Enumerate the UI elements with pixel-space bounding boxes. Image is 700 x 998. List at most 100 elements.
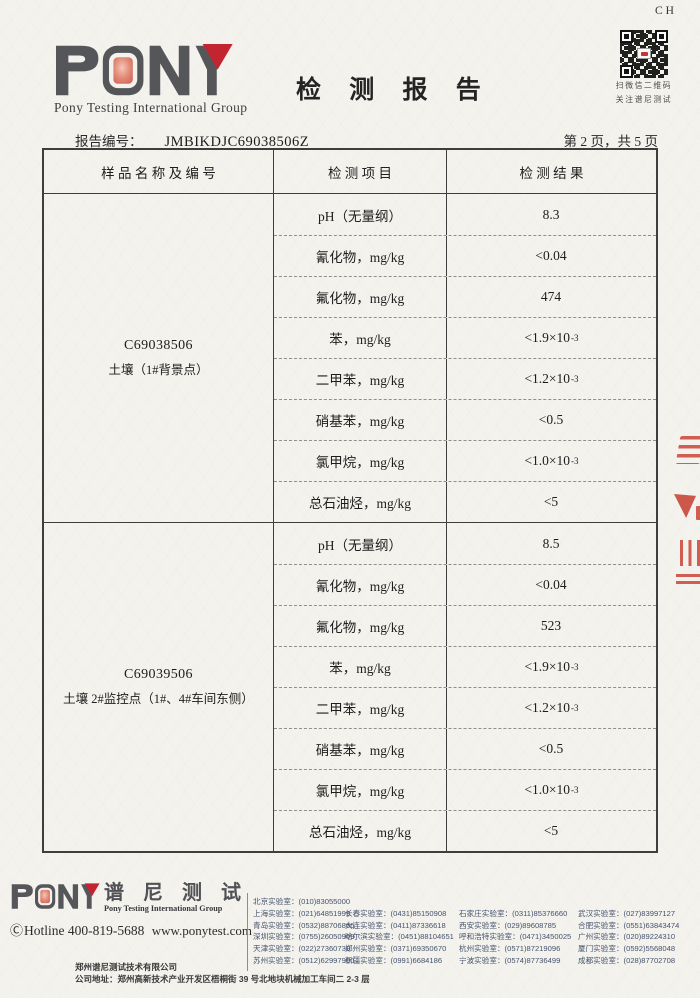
results-table: 样 品 名 称 及 编 号 检 测 项 目 检 测 结 果 C69038506 … [42, 148, 658, 853]
test-item-label: 苯，mg/kg [329, 332, 391, 347]
test-result-value: <1.9×10 [524, 330, 571, 345]
sample-name: 土壤（1#背景点） [108, 363, 209, 377]
test-item-label: 硝基苯，mg/kg [315, 743, 405, 758]
lab-contact: 宁波实验室：(0574)87736499 [459, 955, 561, 965]
lab-contact: 上海实验室：(021)64851999 [253, 908, 351, 918]
test-item-label: 苯，mg/kg [329, 661, 391, 676]
qr-caption: 关注谱尼测试 [615, 94, 673, 104]
test-item-label: 氟化物，mg/kg [315, 291, 405, 306]
lab-contact: 西安实验室：(029)89608785 [459, 920, 557, 930]
table-row: 氟化物，mg/kg 474 [274, 276, 656, 317]
test-result-value: <1.9×10 [524, 659, 571, 674]
page-indicator: 第 2 页，共 5 页 [563, 134, 659, 149]
qr-finder-icon [620, 65, 633, 78]
lab-contact: 武汉实验室：(027)83997127 [578, 908, 676, 918]
test-item: 二甲苯，mg/kg [274, 359, 447, 399]
lang-tag: CH [655, 5, 677, 17]
test-item-label: 氯甲烷，mg/kg [315, 784, 405, 799]
test-result: <0.04 [447, 565, 656, 605]
test-result-exponent: -3 [571, 662, 579, 672]
section-rows: pH（无量纲） 8.3 氰化物，mg/kg <0.04 氟化物，mg/kg 474 苯，mg… [274, 194, 656, 522]
lab-contact: 长春实验室：(0431)85150908 [345, 908, 447, 918]
stamp-mark [675, 436, 700, 464]
test-result-value: <0.04 [535, 248, 567, 263]
qr-caption: 扫微信二维码 [615, 81, 673, 90]
test-result: 8.5 [447, 523, 656, 564]
test-result-value: <1.2×10 [524, 700, 571, 715]
test-item: 氰化物，mg/kg [274, 565, 447, 605]
table-row: 总石油烃，mg/kg <5 [274, 481, 656, 522]
pony-logo-icon [10, 882, 100, 911]
test-result-value: 474 [540, 289, 562, 304]
table-header-row: 样 品 名 称 及 编 号 检 测 项 目 检 测 结 果 [44, 150, 656, 194]
lab-contact [345, 896, 459, 908]
test-result: <1.2×10 -3 [447, 688, 656, 728]
red-stamp-fragment [670, 436, 700, 588]
page-title: 检 测 报 告 [296, 77, 492, 104]
test-item: 氟化物，mg/kg [274, 606, 447, 646]
test-result-value: 523 [540, 618, 562, 633]
website-url: www.ponytest.com [151, 923, 252, 938]
table-row: 总石油烃，mg/kg <5 [274, 810, 656, 851]
test-result: <1.0×10 -3 [447, 441, 656, 481]
test-result-value: 8.5 [542, 535, 560, 551]
footer-divider [247, 893, 248, 971]
test-result-value: <5 [543, 494, 559, 509]
lab-contact: 郑州实验室：(0371)69350670 [345, 944, 447, 954]
test-item-label: 氰化物，mg/kg [315, 579, 405, 594]
test-result-exponent: -3 [571, 703, 579, 713]
lab-contact: 青岛实验室：(0532)88706866 [253, 920, 355, 930]
test-item: 氟化物，mg/kg [274, 277, 447, 317]
test-item-label: pH（无量纲） [318, 537, 402, 553]
test-item-label: 氟化物，mg/kg [315, 620, 405, 635]
company-info: 郑州谱尼测试技术有限公司 公司地址：郑州高新技术产业开发区梧桐街 39 号北地块… [75, 962, 370, 985]
test-item: 硝基苯，mg/kg [274, 729, 447, 769]
stamp-mark [676, 574, 700, 584]
test-result-value: <1.0×10 [524, 782, 571, 797]
table-row: pH（无量纲） 8.5 [274, 523, 656, 564]
footer-brand-tagline: Pony Testing International Group [104, 904, 223, 913]
test-result-value: <1.0×10 [524, 453, 571, 468]
company-address: 公司地址：郑州高新技术产业开发区梧桐街 39 号北地块机械加工车间二 2-3 层 [75, 973, 370, 984]
test-result-value: <5 [543, 823, 559, 838]
table-row: 二甲苯，mg/kg <1.2×10 -3 [274, 358, 656, 399]
table-row: 氯甲烷，mg/kg <1.0×10 -3 [274, 440, 656, 481]
test-result-exponent: -3 [571, 456, 579, 466]
test-item: 氰化物，mg/kg [274, 236, 447, 276]
column-header-item: 检 测 项 目 [274, 150, 447, 193]
test-result: 523 [447, 606, 656, 646]
qr-finder-icon [620, 30, 633, 43]
test-item-label: 总石油烃，mg/kg [308, 496, 411, 511]
stamp-mark [680, 540, 700, 566]
table-row: 二甲苯，mg/kg <1.2×10 -3 [274, 687, 656, 728]
qr-center-logo-icon [637, 48, 651, 59]
test-item: 总石油烃，mg/kg [274, 482, 447, 522]
test-item: pH（无量纲） [274, 523, 447, 564]
test-result-value: 8.3 [542, 206, 560, 222]
table-row: pH（无量纲） 8.3 [274, 194, 656, 235]
pony-logo-icon [52, 44, 234, 97]
qr-finder-icon [655, 30, 668, 43]
lab-contact: 深圳实验室：(0755)26050909 [253, 932, 355, 942]
test-item-label: 二甲苯，mg/kg [315, 373, 405, 388]
sample-code: C69039506 [124, 667, 193, 682]
test-result: <5 [447, 482, 656, 522]
test-result: <0.5 [447, 400, 656, 440]
test-result-exponent: -3 [571, 333, 579, 343]
table-row: 氟化物，mg/kg 523 [274, 605, 656, 646]
section-rows: pH（无量纲） 8.5 氰化物，mg/kg <0.04 氟化物，mg/kg 523 苯，mg… [274, 523, 656, 851]
lab-contact: 合肥实验室：(0551)63843474 [578, 920, 680, 930]
table-row: 硝基苯，mg/kg <0.5 [274, 728, 656, 769]
lab-contact [459, 896, 578, 908]
lab-contact: 大连实验室：(0411)87336618 [345, 920, 446, 930]
test-result-value: <0.5 [538, 412, 564, 427]
test-result-value: <0.04 [535, 577, 567, 592]
test-result-value: <0.5 [538, 741, 564, 756]
test-item: 氯甲烷，mg/kg [274, 770, 447, 810]
report-number-value: JMBIKDJC69038506Z [164, 134, 310, 150]
hotline: ⒸHotline 400-819-5688 [10, 920, 144, 939]
phone-icon: Ⓒ [10, 923, 24, 938]
test-item-label: 硝基苯，mg/kg [315, 414, 405, 429]
lab-contact [578, 896, 679, 908]
